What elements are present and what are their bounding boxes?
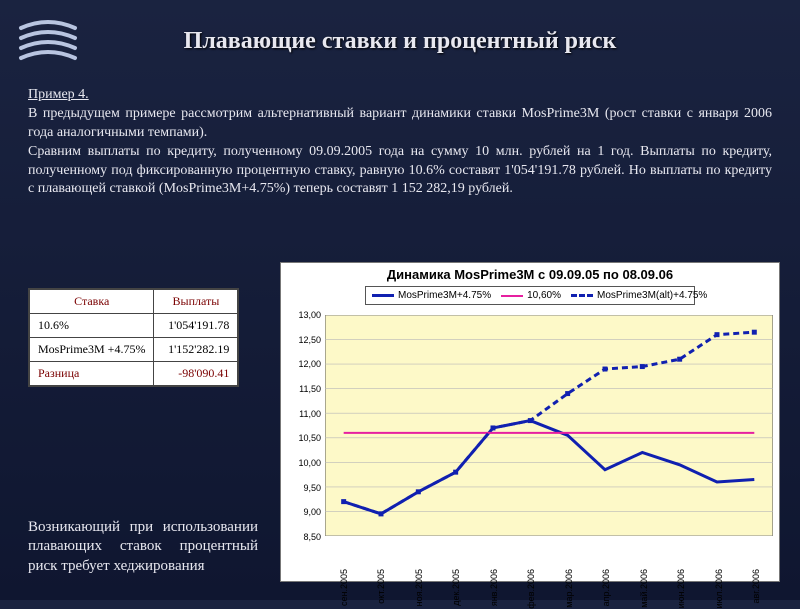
body-text: Пример 4. В предыдущем примере рассмотри…: [28, 86, 772, 199]
col-rate: Ставка: [30, 290, 154, 314]
chart-svg: [325, 315, 773, 536]
example-header: Пример 4.: [28, 87, 89, 102]
page-title: Плавающие ставки и процентный риск: [0, 28, 800, 55]
table-header-row: Ставка Выплаты: [30, 290, 238, 314]
chart-legend: MosPrime3M+4.75%10,60%MosPrime3M(alt)+4.…: [365, 286, 695, 305]
conclusion-text: Возникающий при использовании плавающих …: [28, 518, 258, 577]
payments-table: Ставка Выплаты 10.6% 1'054'191.78 MosPri…: [28, 288, 239, 387]
line-chart: Динамика MosPrime3M с 09.09.05 по 08.09.…: [280, 262, 780, 582]
table-row: 10.6% 1'054'191.78: [30, 314, 238, 338]
col-pay: Выплаты: [154, 290, 238, 314]
body-paragraph-1: В предыдущем примере рассмотрим альтерна…: [28, 106, 772, 140]
table-row: MosPrime3M +4.75% 1'152'282.19: [30, 338, 238, 362]
chart-plot-area: [325, 315, 773, 535]
table-row-diff: Разница -98'090.41: [30, 362, 238, 386]
chart-title: Динамика MosPrime3M с 09.09.05 по 08.09.…: [281, 263, 779, 284]
body-paragraph-2: Сравним выплаты по кредиту, полученному …: [28, 144, 772, 197]
